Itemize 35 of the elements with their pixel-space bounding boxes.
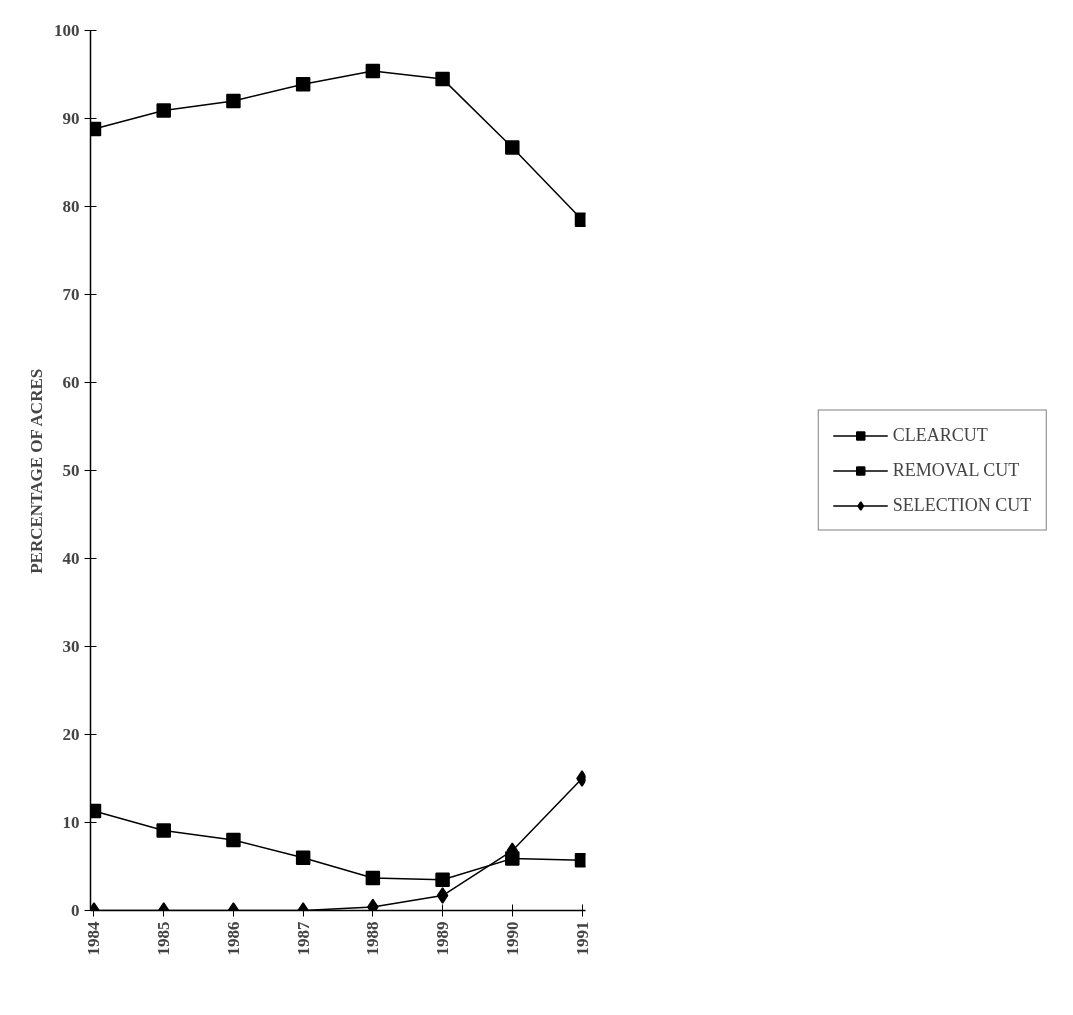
point — [505, 140, 520, 155]
y-tick-label: 50 — [62, 461, 80, 480]
y-tick-label: 70 — [62, 285, 80, 304]
point — [226, 93, 241, 109]
y-axis-title: PERCENTAGE OF ACRES — [27, 368, 46, 574]
point — [295, 850, 311, 865]
point — [435, 872, 450, 887]
point — [435, 71, 450, 87]
point — [156, 823, 171, 838]
legend-label: CLEARCUT — [892, 424, 988, 446]
y-tick-label: 40 — [62, 549, 80, 568]
y-tick-label: 60 — [62, 373, 80, 392]
y-tick-label: 80 — [62, 197, 80, 216]
point — [365, 870, 381, 886]
point — [365, 63, 381, 79]
x-tick-label: 1987 — [293, 921, 313, 956]
x-tick-label: 1988 — [363, 921, 383, 956]
point — [295, 76, 311, 92]
y-tick-label: 30 — [62, 637, 80, 656]
y-tick-label: 0 — [71, 901, 80, 920]
x-tick-label: 1986 — [223, 921, 243, 956]
x-tick-label: 1985 — [154, 921, 174, 956]
legend-label: SELECTION CUT — [892, 494, 1032, 516]
point — [226, 832, 241, 848]
x-tick-label: 1989 — [433, 921, 453, 956]
x-tick-label: 1991 — [572, 921, 592, 956]
x-tick-label: 1984 — [84, 921, 104, 956]
legend-label: REMOVAL CUT — [892, 459, 1020, 481]
y-tick-label: 10 — [62, 813, 80, 832]
y-tick-label: 20 — [62, 725, 80, 744]
y-tick-label: 100 — [54, 21, 80, 40]
x-tick-label: 1990 — [502, 921, 522, 956]
point — [436, 887, 449, 904]
point — [156, 103, 171, 118]
y-tick-label: 90 — [62, 109, 80, 128]
